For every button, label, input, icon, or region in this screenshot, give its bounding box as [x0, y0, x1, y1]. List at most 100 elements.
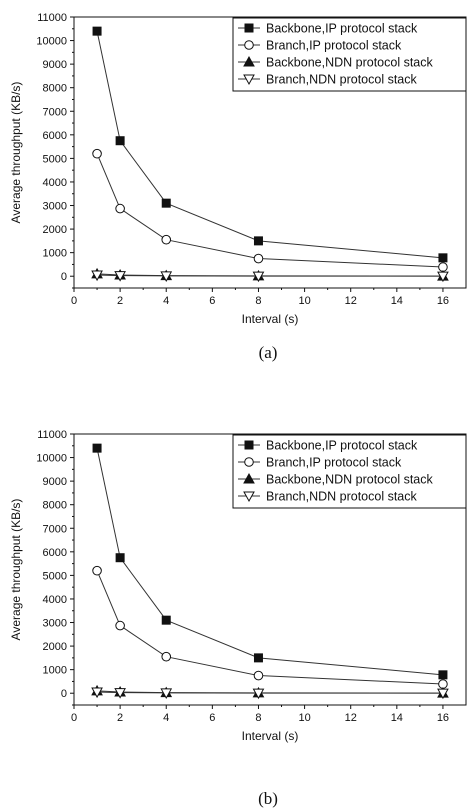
data-point-s4 [437, 271, 449, 283]
plot-frame [73, 16, 467, 289]
x-tick-label: 0 [71, 712, 77, 724]
data-point-s2 [115, 203, 125, 214]
y-tick-label: 9000 [43, 59, 67, 71]
y-tick-label: 3000 [43, 201, 67, 213]
data-point-s1 [92, 26, 102, 36]
data-point-s4 [114, 688, 126, 699]
legend-label: Backbone,NDN protocol stack [266, 56, 433, 70]
x-axis-title: Interval (s) [242, 729, 299, 743]
legend-label: Branch,IP protocol stack [266, 456, 402, 470]
data-point-s4 [114, 271, 126, 282]
x-tick-label: 14 [391, 712, 403, 724]
series-line-2 [96, 153, 443, 268]
data-point-s4 [91, 270, 103, 282]
y-tick-label: 3000 [43, 618, 67, 630]
legend: Backbone,IP protocol stack Branch,IP prot… [232, 434, 467, 509]
x-tick-label: 6 [209, 712, 215, 724]
data-point-s1 [161, 198, 171, 208]
y-tick-label: 11000 [37, 429, 67, 441]
y-axis-title: Average throughput (KB/s) [9, 82, 23, 224]
y-tick-label: 4000 [43, 594, 67, 606]
y-tick-label: 0 [61, 271, 67, 283]
legend-label: Backbone,IP protocol stack [266, 22, 418, 36]
legend-label: Branch,NDN protocol stack [266, 490, 418, 504]
data-point-s2 [161, 234, 172, 245]
x-tick-label: 14 [391, 295, 403, 307]
y-tick-label: 4000 [43, 177, 67, 189]
y-tick-label: 9000 [43, 476, 67, 488]
x-tick-label: 12 [345, 295, 357, 307]
data-point-s1 [92, 443, 102, 453]
data-point-s2 [92, 148, 102, 159]
data-point-s2 [438, 679, 448, 689]
data-point-s1 [253, 653, 263, 663]
y-tick-label: 1000 [43, 665, 67, 677]
data-point-s1 [115, 553, 125, 563]
legend-marker [243, 472, 255, 484]
data-point-s4 [160, 271, 173, 282]
y-tick-label: 7000 [43, 523, 67, 535]
x-tick-label: 8 [255, 712, 261, 724]
x-tick-label: 12 [345, 712, 357, 724]
data-point-s1 [438, 253, 448, 263]
chart-panel-a: 0 2 4 6 8 10 12 14 16 0 1000 2000 3000 4000 5000 6000 70… [9, 12, 467, 362]
x-tick-label: 16 [437, 712, 449, 724]
data-point-s2 [253, 670, 264, 681]
data-point-s4 [437, 688, 449, 700]
chart-panel-b: 0 2 4 6 8 10 12 14 16 0 1000 2000 3000 4000 5000 6000 70… [9, 429, 467, 808]
legend-box [232, 434, 467, 509]
legend: Backbone,IP protocol stack Branch,IP prot… [232, 17, 467, 92]
plot-frame [73, 433, 467, 706]
series-line-2 [96, 570, 443, 685]
y-tick-label: 2000 [43, 641, 67, 653]
y-tick-label: 11000 [37, 12, 67, 24]
y-tick-label: 8000 [43, 500, 67, 512]
panel-caption: (b) [258, 789, 278, 808]
y-axis-title: Average throughput (KB/s) [9, 499, 23, 641]
x-tick-label: 6 [209, 295, 215, 307]
legend-marker [243, 491, 255, 503]
x-tick-label: 2 [117, 295, 123, 307]
panel-caption: (a) [259, 343, 278, 362]
y-tick-label: 5000 [43, 570, 67, 582]
legend-marker [244, 457, 254, 467]
x-tick-label: 0 [71, 295, 77, 307]
y-tick-label: 10000 [36, 453, 67, 465]
data-point-s2 [115, 620, 125, 631]
x-axis-title: Interval (s) [242, 312, 299, 326]
data-point-s1 [115, 136, 125, 146]
legend-label: Backbone,NDN protocol stack [266, 473, 433, 487]
data-point-s1 [438, 670, 448, 680]
legend-label: Branch,NDN protocol stack [266, 73, 418, 87]
legend-label: Backbone,IP protocol stack [266, 439, 418, 453]
y-tick-label: 6000 [43, 130, 67, 142]
legend-label: Branch,IP protocol stack [266, 39, 402, 53]
legend-marker [244, 440, 254, 450]
x-tick-label: 4 [163, 295, 169, 307]
y-tick-label: 8000 [43, 83, 67, 95]
data-point-s2 [92, 565, 102, 576]
x-tick-label: 16 [437, 295, 449, 307]
legend-box [232, 17, 467, 92]
legend-marker [244, 23, 254, 33]
data-point-s2 [438, 262, 448, 272]
data-point-s2 [161, 651, 172, 662]
data-point-s1 [161, 615, 171, 625]
y-tick-label: 5000 [43, 153, 67, 165]
data-point-s4 [160, 688, 173, 699]
x-tick-label: 10 [298, 295, 310, 307]
legend-marker [244, 40, 254, 50]
y-tick-label: 7000 [43, 106, 67, 118]
x-tick-label: 8 [255, 295, 261, 307]
y-tick-label: 2000 [43, 224, 67, 236]
data-point-s4 [91, 687, 103, 699]
x-tick-label: 4 [163, 712, 169, 724]
data-point-s1 [253, 236, 263, 246]
x-tick-label: 2 [117, 712, 123, 724]
x-tick-label: 10 [298, 712, 310, 724]
y-tick-label: 0 [61, 688, 67, 700]
y-tick-label: 6000 [43, 547, 67, 559]
legend-marker [243, 55, 255, 67]
y-tick-label: 10000 [36, 36, 67, 48]
